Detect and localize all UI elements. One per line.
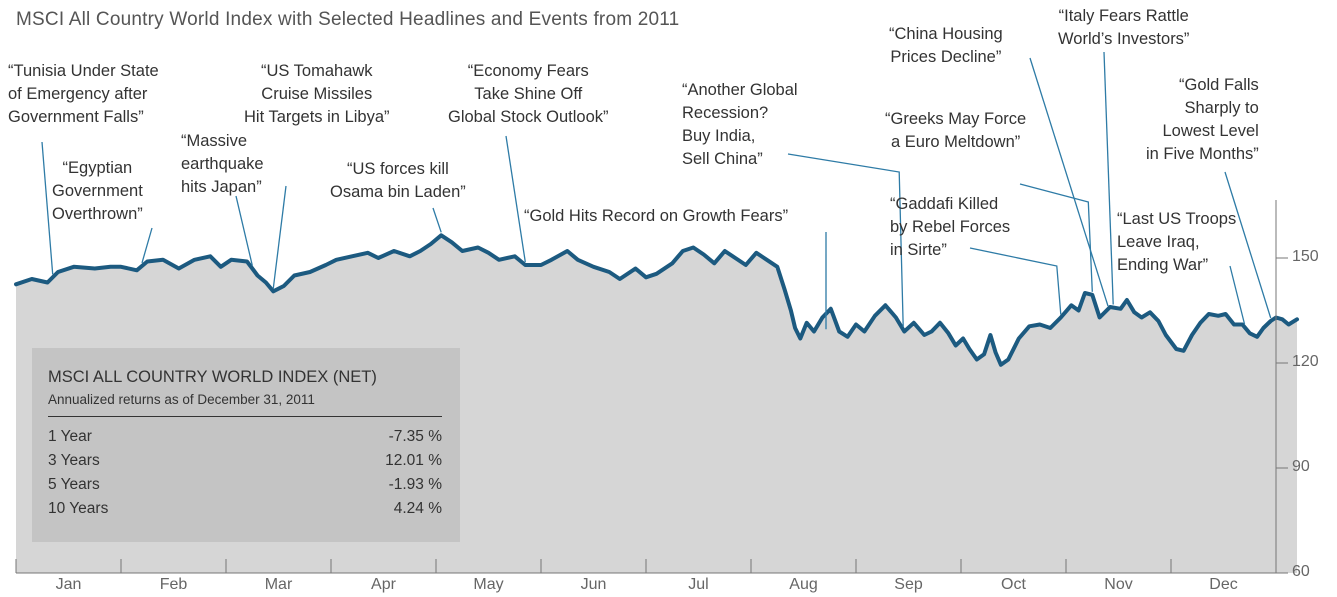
- headline-line: in Sirte”: [890, 241, 947, 259]
- headline-line: Sell China”: [682, 150, 763, 168]
- headline-annotation: “Gaddafi Killed by Rebel Forces in Sirte”: [890, 193, 1010, 262]
- month-label: Apr: [371, 576, 396, 593]
- month-label: Aug: [789, 576, 818, 593]
- headline-line: Cruise Missiles: [261, 85, 373, 103]
- headline-line: of Emergency after: [8, 85, 148, 103]
- headline-leader: [787, 153, 904, 327]
- headline-line: Hit Targets in Libya”: [244, 108, 390, 126]
- month-label: Oct: [1001, 576, 1026, 593]
- headline-leader: [1229, 265, 1246, 325]
- headline-line: “Greeks May Force: [885, 110, 1027, 128]
- headline-leader: [1019, 183, 1093, 292]
- headline-annotation: “Massive earthquake hits Japan”: [181, 130, 264, 199]
- month-label: Sep: [894, 576, 923, 593]
- headline-line: “US forces kill: [346, 160, 449, 178]
- headline-annotation: “Economy Fears Take Shine Off Global Stock…: [448, 60, 609, 129]
- headline-line: Government: [52, 182, 143, 200]
- headline-leader: [272, 185, 287, 289]
- headline-annotation: “Last US Troops Leave Iraq, Ending War”: [1117, 208, 1236, 277]
- headline-line: “Gold Hits Record on Growth Fears”: [524, 207, 789, 225]
- headline-line: Take Shine Off: [474, 85, 583, 103]
- headline-line: World’s Investors”: [1058, 30, 1190, 48]
- month-label: May: [473, 576, 504, 593]
- headline-line: “Another Global: [682, 81, 798, 99]
- month-label: Nov: [1104, 576, 1133, 593]
- month-label: Jan: [55, 576, 82, 593]
- month-label: Mar: [264, 576, 293, 593]
- headline-line: “Last US Troops: [1117, 210, 1237, 228]
- headline-line: Recession?: [682, 104, 769, 122]
- headline-leader: [432, 207, 442, 233]
- y-tick-label: 150: [1292, 248, 1319, 265]
- headline-line: a Euro Meltdown”: [890, 133, 1021, 151]
- y-tick-label: 90: [1292, 458, 1310, 475]
- returns-box: MSCI ALL COUNTRY WORLD INDEX (NET) Annua…: [32, 348, 460, 542]
- headline-annotation: “US forces kill Osama bin Laden”: [330, 158, 466, 204]
- month-label: Jul: [688, 576, 709, 593]
- headline-line: “US Tomahawk: [260, 62, 373, 80]
- headline-line: hits Japan”: [181, 178, 262, 196]
- headline-leader: [1103, 51, 1114, 305]
- headline-annotation: “Gold Falls Sharply to Lowest Level in Five…: [1146, 74, 1259, 166]
- headline-leader: [969, 247, 1062, 315]
- returns-period: 3 Years: [48, 452, 100, 469]
- month-label: Jun: [580, 576, 607, 593]
- headline-leader: [505, 135, 526, 263]
- returns-period: 1 Year: [48, 428, 92, 445]
- returns-box-rule: [48, 416, 442, 417]
- headline-leader: [41, 141, 54, 275]
- headline-line: “Gold Falls: [1179, 76, 1259, 94]
- headline-line: Buy India,: [682, 127, 756, 145]
- returns-row: 1 Year -7.35 %: [48, 428, 442, 452]
- returns-row: 10 Years 4.24 %: [48, 500, 442, 524]
- headline-line: Leave Iraq,: [1117, 233, 1200, 251]
- month-label: Dec: [1209, 576, 1238, 593]
- returns-value: -1.93 %: [388, 476, 442, 493]
- headline-annotation: “US Tomahawk Cruise Missiles Hit Targets i…: [244, 60, 390, 129]
- headline-annotation: “Egyptian Government Overthrown”: [52, 157, 143, 226]
- headline-line: Lowest Level: [1162, 122, 1259, 140]
- headline-leader: [1029, 57, 1109, 307]
- month-label: Feb: [159, 576, 188, 593]
- returns-period: 10 Years: [48, 500, 109, 517]
- headline-line: Global Stock Outlook”: [448, 108, 609, 126]
- returns-row: 5 Years -1.93 %: [48, 476, 442, 500]
- headline-line: “Massive: [181, 132, 248, 150]
- returns-box-subtitle: Annualized returns as of December 31, 20…: [48, 392, 315, 407]
- headline-annotation: “Gold Hits Record on Growth Fears”: [524, 205, 788, 228]
- headline-line: “Gaddafi Killed: [890, 195, 999, 213]
- y-tick-label: 60: [1292, 563, 1310, 580]
- returns-value: -7.35 %: [388, 428, 442, 445]
- chart-title: MSCI All Country World Index with Select…: [16, 9, 680, 30]
- headline-line: Osama bin Laden”: [330, 183, 466, 201]
- headline-line: “China Housing: [889, 25, 1003, 43]
- headline-line: “Italy Fears Rattle: [1058, 7, 1189, 25]
- headline-line: “Tunisia Under State: [8, 62, 159, 80]
- headline-line: earthquake: [181, 155, 264, 173]
- y-tick-label: 120: [1292, 353, 1319, 370]
- headline-line: by Rebel Forces: [890, 218, 1011, 236]
- headline-line: Ending War”: [1117, 256, 1209, 274]
- headline-annotation: “Tunisia Under State of Emergency after Go…: [8, 60, 159, 129]
- headline-leader: [1224, 171, 1272, 319]
- returns-value: 12.01 %: [385, 452, 442, 469]
- returns-box-title: MSCI ALL COUNTRY WORLD INDEX (NET): [48, 368, 377, 386]
- headline-line: Prices Decline”: [890, 48, 1002, 66]
- headline-annotation: “Greeks May Force a Euro Meltdown”: [885, 108, 1026, 154]
- headline-annotation: “China Housing Prices Decline”: [889, 23, 1003, 69]
- headline-annotation: “Another Global Recession? Buy India, Sell …: [682, 79, 798, 171]
- headline-line: Government Falls”: [8, 108, 144, 126]
- headline-line: in Five Months”: [1146, 145, 1259, 163]
- headline-annotation: “Italy Fears Rattle World’s Investors”: [1058, 5, 1189, 51]
- returns-period: 5 Years: [48, 476, 100, 493]
- headline-line: “Egyptian: [62, 159, 133, 177]
- headline-line: “Economy Fears: [467, 62, 589, 80]
- headline-line: Sharply to: [1184, 99, 1259, 117]
- returns-row: 3 Years 12.01 %: [48, 452, 442, 476]
- index-line: [14, 233, 1299, 367]
- returns-value: 4.24 %: [393, 500, 442, 517]
- headline-leader: [141, 227, 153, 264]
- headline-line: Overthrown”: [52, 205, 143, 223]
- headline-leader: [235, 195, 253, 266]
